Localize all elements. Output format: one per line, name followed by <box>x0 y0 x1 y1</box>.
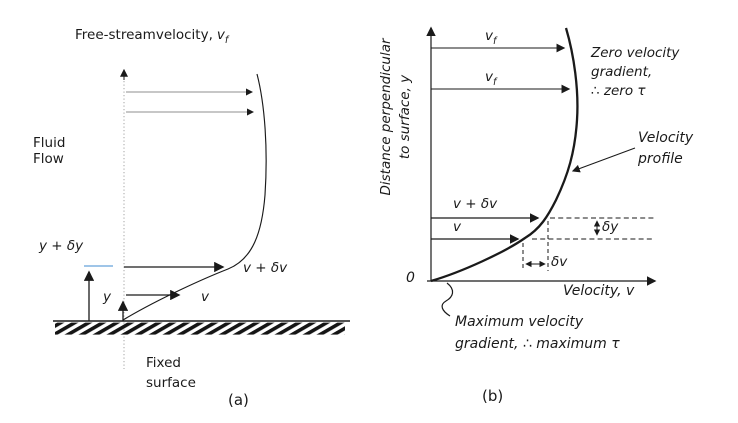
vf-subscript: f <box>224 35 229 46</box>
caption-b: (b) <box>482 387 504 405</box>
fixed-surface-line1: Fixed <box>146 355 181 371</box>
x-axis-title: Velocity, v <box>563 283 635 299</box>
y-plus-dy-label: y + δy <box>39 238 84 254</box>
fluid-flow-line2: Flow <box>33 151 64 167</box>
vf1-symbol: v <box>485 28 493 44</box>
y-axis-title: Distance perpendicular to surface, y <box>377 7 417 227</box>
velocity-profile-line1: Velocity <box>638 130 694 146</box>
zero-gradient-note: Zero velocity gradient, ∴ zero τ <box>591 44 679 101</box>
panel-a-diagram <box>53 68 350 369</box>
surface-hatch <box>55 322 345 335</box>
delta-v-label: δv <box>551 254 568 270</box>
panel-b-diagram <box>426 26 657 317</box>
y-axis-title-line2: to surface, y <box>397 74 413 160</box>
max-gradient-note: Maximum velocity gradient, ∴ maximum τ <box>455 311 620 355</box>
fluid-flow-label: Fluid Flow <box>33 135 65 167</box>
max-gradient-line1: Maximum velocity <box>455 314 584 330</box>
vf2-symbol: v <box>485 69 493 85</box>
free-stream-velocity-title: Free-streamvelocity, vf <box>75 27 228 49</box>
vf-label-2: vf <box>485 69 496 91</box>
vf2-subscript: f <box>493 77 497 88</box>
delta-y-label: δy <box>602 219 619 235</box>
vf-label-1: vf <box>485 28 496 50</box>
fluid-flow-line1: Fluid <box>33 135 66 151</box>
y-axis-title-line1: Distance perpendicular <box>378 38 394 196</box>
zero-gradient-line3: ∴ zero τ <box>591 83 646 99</box>
vf-symbol: v <box>216 27 225 43</box>
zero-gradient-line1: Zero velocity <box>591 45 680 61</box>
max-gradient-line2: gradient, ∴ maximum τ <box>455 336 620 352</box>
free-stream-velocity-text: Free-streamvelocity, <box>75 27 213 43</box>
origin-label: 0 <box>406 270 415 286</box>
y-label: y <box>103 289 111 305</box>
velocity-profile-pointer-arrow <box>571 147 636 173</box>
velocity-profile-note: Velocity profile <box>638 128 693 170</box>
velocity-profile-curve-b <box>430 27 579 283</box>
velocity-profile-curve-a <box>122 73 267 321</box>
velocity-profile-line2: profile <box>638 151 683 167</box>
v-label-b: v <box>453 219 461 235</box>
v-plus-dv-label-b: v + δv <box>453 196 498 212</box>
caption-a: (a) <box>228 391 249 409</box>
fixed-surface-label: Fixed surface <box>146 353 196 393</box>
max-gradient-leader-squiggle <box>441 282 454 317</box>
fixed-surface-line2: surface <box>146 375 196 391</box>
vf1-subscript: f <box>493 36 497 47</box>
v-plus-dv-label-a: v + δv <box>243 260 288 276</box>
v-label-a: v <box>201 289 209 305</box>
zero-gradient-line2: gradient, <box>591 64 653 80</box>
